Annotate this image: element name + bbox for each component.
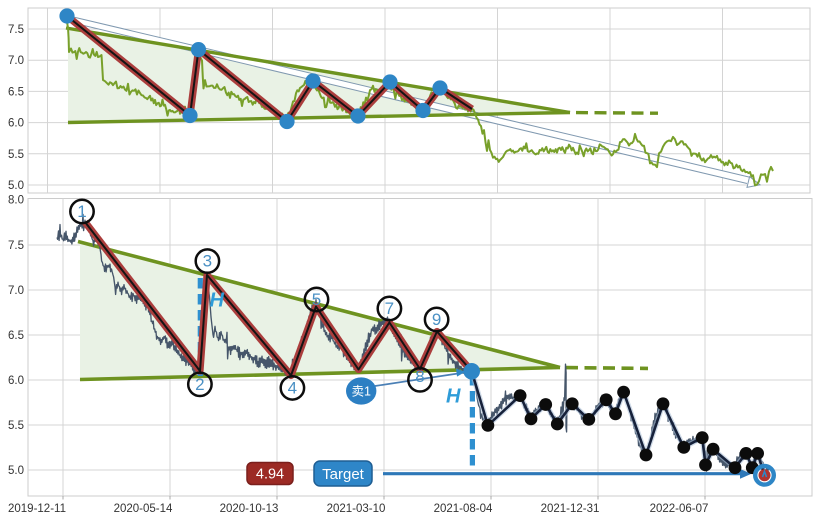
svg-text:卖1: 卖1	[351, 385, 371, 399]
svg-text:2020-05-14: 2020-05-14	[114, 503, 173, 515]
svg-text:2: 2	[195, 375, 204, 394]
svg-text:7.0: 7.0	[8, 55, 24, 67]
svg-text:2021-03-10: 2021-03-10	[327, 503, 386, 515]
svg-text:H: H	[446, 386, 461, 408]
svg-text:H: H	[210, 290, 225, 312]
svg-text:7.5: 7.5	[8, 24, 24, 36]
svg-text:2021-08-04: 2021-08-04	[434, 503, 493, 515]
svg-text:9: 9	[432, 310, 441, 329]
svg-text:1: 1	[77, 202, 86, 221]
svg-text:2021-12-31: 2021-12-31	[541, 503, 600, 515]
svg-text:Target: Target	[322, 466, 365, 483]
svg-text:3: 3	[203, 252, 212, 271]
svg-text:5: 5	[312, 290, 321, 309]
svg-text:2022-06-07: 2022-06-07	[650, 503, 709, 515]
svg-text:5.5: 5.5	[8, 420, 24, 432]
svg-text:5.5: 5.5	[8, 149, 24, 161]
svg-text:2020-10-13: 2020-10-13	[220, 503, 279, 515]
svg-text:8: 8	[415, 367, 424, 386]
svg-text:8.0: 8.0	[8, 195, 24, 207]
svg-text:6.0: 6.0	[8, 118, 24, 130]
svg-text:5.0: 5.0	[8, 180, 24, 192]
svg-text:2019-12-11: 2019-12-11	[8, 503, 66, 515]
svg-text:6.5: 6.5	[8, 86, 24, 98]
svg-text:7: 7	[385, 299, 394, 318]
svg-text:6.5: 6.5	[8, 330, 24, 342]
svg-text:6.0: 6.0	[8, 375, 24, 387]
svg-text:5.0: 5.0	[8, 465, 24, 477]
svg-text:7.5: 7.5	[8, 240, 24, 252]
svg-text:7.0: 7.0	[8, 285, 24, 297]
svg-text:4.94: 4.94	[256, 467, 284, 483]
svg-text:4: 4	[288, 378, 297, 397]
